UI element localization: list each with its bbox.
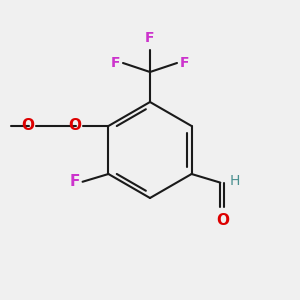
Text: F: F <box>180 56 190 70</box>
Text: F: F <box>69 174 80 189</box>
Text: O: O <box>21 118 34 134</box>
Text: F: F <box>145 31 155 45</box>
Text: O: O <box>216 213 229 228</box>
Text: O: O <box>68 118 81 134</box>
Text: F: F <box>110 56 120 70</box>
Text: H: H <box>230 174 240 188</box>
